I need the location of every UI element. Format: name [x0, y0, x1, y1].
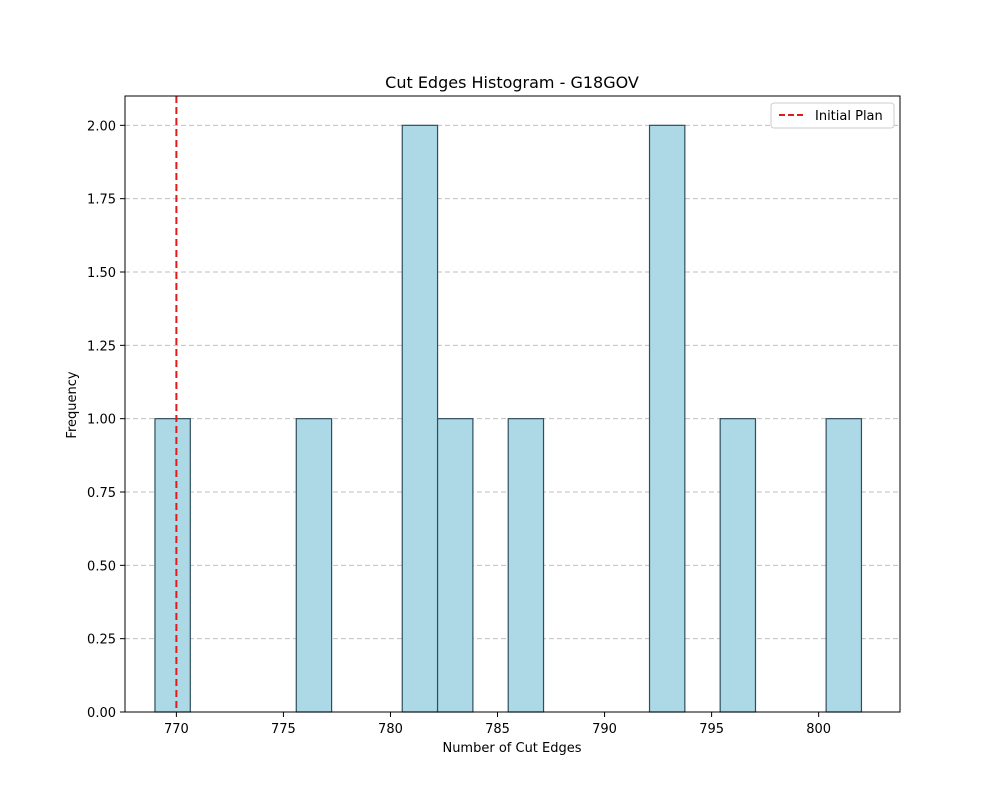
- legend-label-initial-plan: Initial Plan: [815, 109, 883, 124]
- histogram-bar: [295, 418, 333, 713]
- histogram-bar: [719, 418, 757, 713]
- x-tick-label: 780: [378, 722, 403, 737]
- x-tick-label: 800: [806, 722, 831, 737]
- histogram-bar: [401, 124, 439, 713]
- x-tick-label: 790: [592, 722, 617, 737]
- y-axis-label: Frequency: [65, 371, 80, 438]
- histogram-bar: [436, 418, 474, 713]
- histogram-bar: [154, 418, 191, 713]
- x-tick-label: 770: [164, 722, 189, 737]
- y-tick-label: 1.75: [87, 193, 116, 208]
- y-axis-ticks: 0.00 0.25 0.50 0.75 1.00 1.25 1.50 1.75 2.00: [87, 119, 125, 721]
- x-tick-label: 775: [271, 722, 296, 737]
- histogram-bar: [507, 418, 545, 713]
- y-tick-label: 1.25: [87, 339, 116, 354]
- x-axis-label: Number of Cut Edges: [442, 741, 581, 756]
- y-tick-label: 2.00: [87, 119, 116, 134]
- plot-frame: [124, 95, 901, 713]
- x-tick-label: 795: [699, 722, 724, 737]
- y-tick-label: 0.00: [87, 706, 116, 721]
- histogram-bar: [648, 124, 686, 713]
- y-tick-label: 1.00: [87, 413, 116, 428]
- y-tick-label: 0.50: [87, 559, 116, 574]
- y-tick-label: 1.50: [87, 266, 116, 281]
- histogram-bars: [154, 124, 863, 713]
- chart-title: Cut Edges Histogram - G18GOV: [385, 73, 639, 92]
- legend-box: [770, 102, 895, 129]
- legend: Initial Plan: [770, 102, 895, 129]
- x-tick-label: 785: [485, 722, 510, 737]
- histogram-bar: [825, 418, 863, 713]
- x-axis-ticks: 770 775 780 785 790 795 800: [164, 712, 831, 737]
- y-tick-label: 0.25: [87, 633, 116, 648]
- y-tick-label: 0.75: [87, 486, 116, 501]
